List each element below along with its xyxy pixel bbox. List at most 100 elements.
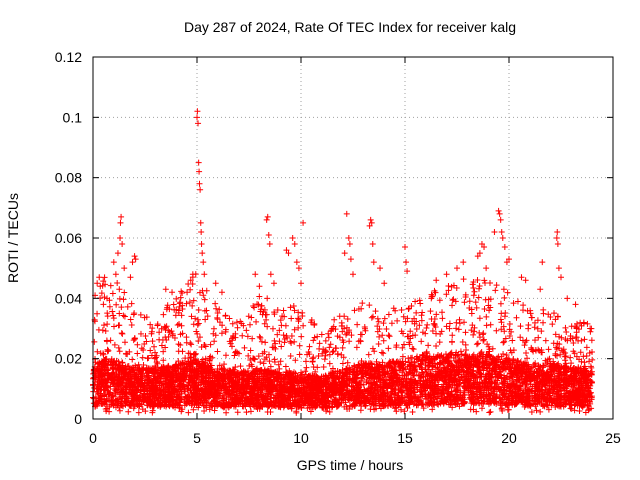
data-point (195, 337, 202, 344)
data-point (425, 342, 432, 349)
data-point (528, 409, 535, 416)
data-point (520, 307, 527, 314)
data-point (549, 321, 556, 328)
data-point (201, 296, 208, 303)
data-point (182, 355, 189, 362)
data-point (368, 314, 375, 321)
data-point (474, 340, 481, 347)
data-point (94, 348, 101, 355)
data-point (413, 325, 420, 332)
data-point (271, 358, 278, 365)
data-point (109, 290, 116, 297)
data-point (509, 337, 516, 344)
data-point (497, 300, 504, 307)
data-point (187, 340, 194, 347)
data-point (322, 337, 329, 344)
data-point (245, 313, 252, 320)
data-point (462, 329, 469, 336)
data-point (422, 392, 429, 399)
data-point (127, 316, 134, 323)
data-point (341, 313, 348, 320)
data-point (118, 304, 125, 311)
data-point (295, 324, 302, 331)
data-point (461, 319, 468, 326)
data-point (471, 328, 478, 335)
data-point (320, 364, 327, 371)
data-point (473, 341, 480, 348)
data-point (498, 310, 505, 317)
data-point (586, 358, 593, 365)
data-point (243, 327, 250, 334)
data-point (404, 315, 411, 322)
data-point (469, 281, 476, 288)
data-point (583, 344, 590, 351)
data-point (110, 312, 117, 319)
data-point (453, 325, 460, 332)
data-point (523, 350, 530, 357)
data-point (102, 327, 109, 334)
data-point (470, 285, 477, 292)
data-point (251, 304, 258, 311)
data-point (202, 355, 209, 362)
data-point (398, 306, 405, 313)
data-point (247, 357, 254, 364)
data-point (107, 337, 114, 344)
data-point (418, 338, 425, 345)
data-point (162, 344, 169, 351)
data-point (287, 352, 294, 359)
data-point (379, 332, 386, 339)
data-point (487, 321, 494, 328)
data-point (116, 407, 123, 414)
data-point (260, 360, 267, 367)
data-point (303, 364, 310, 371)
data-point (399, 344, 406, 351)
data-point (321, 356, 328, 363)
data-point (100, 322, 107, 329)
data-point (466, 298, 473, 305)
data-point (497, 316, 504, 323)
data-point (354, 321, 361, 328)
grid-lines (93, 57, 613, 419)
data-point (105, 347, 112, 354)
data-point (114, 279, 121, 286)
data-point (327, 341, 334, 348)
data-point (413, 309, 420, 316)
data-point (520, 302, 527, 309)
data-point (261, 356, 268, 363)
data-point (504, 289, 511, 296)
data-point (91, 316, 98, 323)
data-point (448, 339, 455, 346)
data-point (278, 343, 285, 350)
data-point (400, 341, 407, 348)
data-point (302, 358, 309, 365)
data-point (120, 296, 127, 303)
data-point (128, 321, 135, 328)
data-point (269, 325, 276, 332)
data-point (369, 345, 376, 352)
data-point (416, 322, 423, 329)
data-point (298, 333, 305, 340)
data-point (149, 338, 156, 345)
data-point (493, 327, 500, 334)
data-point (316, 340, 323, 347)
data-point (472, 299, 479, 306)
data-point (446, 320, 453, 327)
data-point (502, 335, 509, 342)
data-point (190, 406, 197, 413)
data-point (139, 354, 146, 361)
data-point (576, 408, 583, 415)
data-point (357, 407, 364, 414)
data-point (232, 348, 239, 355)
data-point (344, 315, 351, 322)
data-point (562, 324, 569, 331)
data-point (94, 310, 101, 317)
data-point (346, 338, 353, 345)
data-point (264, 295, 271, 302)
data-point (116, 295, 123, 302)
data-point (161, 323, 168, 330)
data-point (107, 282, 114, 289)
data-point (424, 321, 431, 328)
data-point (500, 286, 507, 293)
data-point (449, 332, 456, 339)
